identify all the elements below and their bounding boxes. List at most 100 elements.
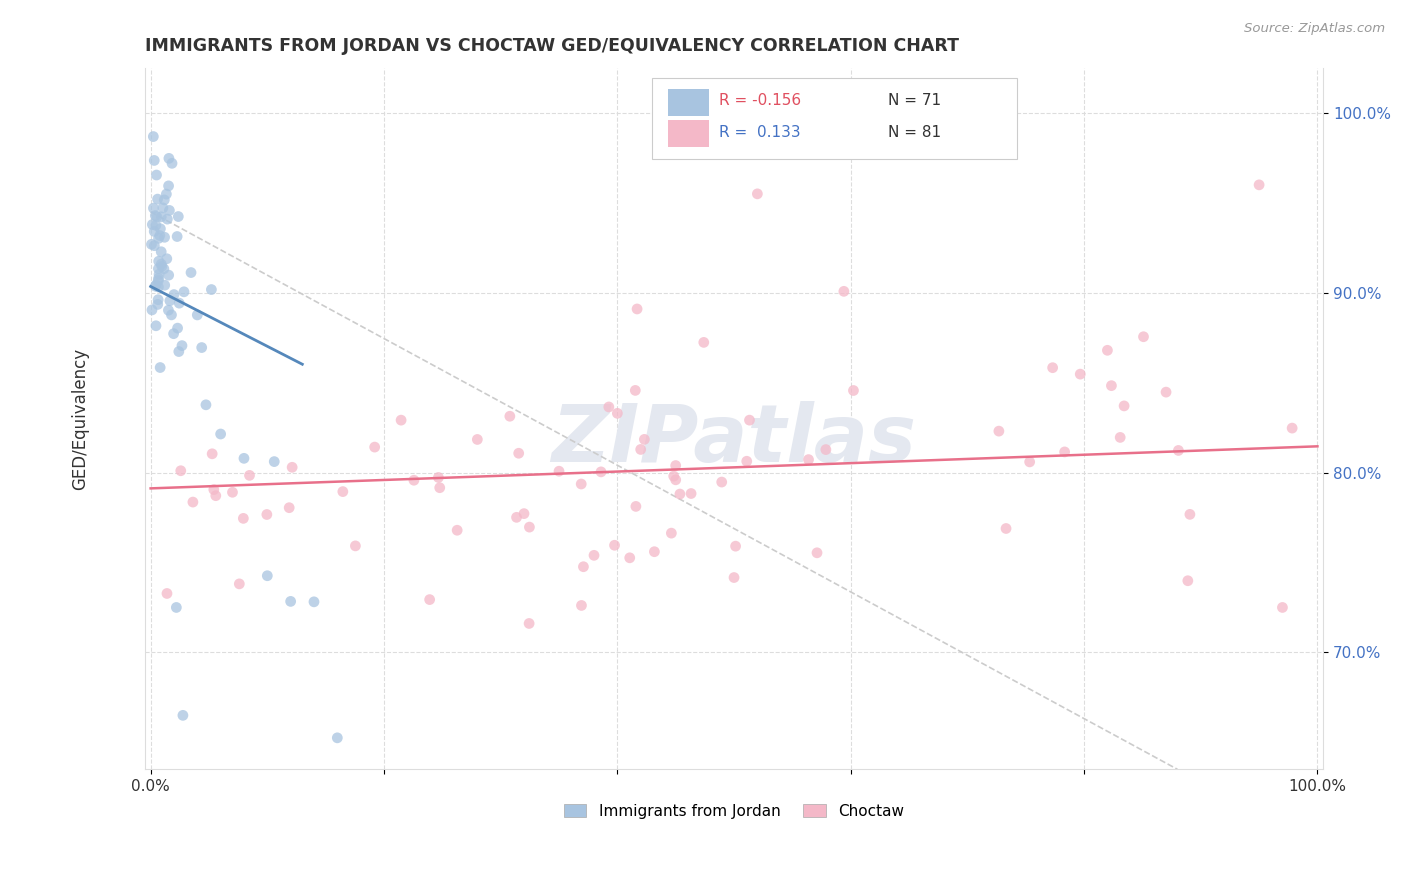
Point — [153, 193, 176, 207]
Point — [505, 510, 527, 524]
Point — [162, 326, 184, 341]
Point — [256, 568, 278, 582]
Point — [148, 271, 170, 285]
Point — [163, 287, 186, 301]
Point — [180, 266, 202, 280]
Point — [202, 483, 225, 497]
Point — [499, 409, 522, 424]
Point — [1281, 421, 1303, 435]
Point — [344, 539, 367, 553]
Text: N = 81: N = 81 — [889, 125, 942, 140]
Point — [238, 468, 260, 483]
Text: ZIPatlas: ZIPatlas — [551, 401, 917, 479]
Point — [150, 257, 173, 271]
Point — [1069, 367, 1091, 381]
Point — [221, 485, 243, 500]
Point — [149, 228, 172, 243]
Point — [569, 477, 592, 491]
Point — [172, 708, 194, 723]
Point — [446, 523, 468, 537]
Point — [150, 210, 173, 224]
Point — [232, 511, 254, 525]
Point — [513, 507, 536, 521]
Point — [326, 731, 349, 745]
Point — [389, 413, 412, 427]
Point — [814, 442, 837, 457]
Point — [508, 446, 530, 460]
Point — [302, 595, 325, 609]
Point — [143, 224, 166, 238]
Point — [589, 465, 612, 479]
Point — [201, 447, 224, 461]
Point — [155, 187, 177, 202]
Point — [987, 424, 1010, 438]
Point — [148, 231, 170, 245]
Point — [665, 458, 688, 473]
Point — [626, 301, 648, 316]
Point — [669, 487, 692, 501]
Point — [142, 129, 165, 144]
Point — [157, 303, 180, 318]
Point — [143, 209, 166, 223]
Point — [402, 473, 425, 487]
Point — [363, 440, 385, 454]
Point — [710, 475, 733, 489]
Point — [145, 219, 167, 233]
Point — [1053, 445, 1076, 459]
Point — [156, 252, 179, 266]
Point — [145, 277, 167, 292]
Point — [209, 427, 232, 442]
Point — [145, 318, 167, 333]
Point — [150, 260, 173, 274]
Point — [332, 484, 354, 499]
Point — [148, 261, 170, 276]
Point — [806, 546, 828, 560]
Point — [141, 218, 163, 232]
Point — [149, 360, 172, 375]
Point — [624, 500, 647, 514]
Point — [571, 599, 593, 613]
Point — [148, 274, 170, 288]
Point — [165, 600, 187, 615]
Point — [167, 344, 190, 359]
Point — [606, 406, 628, 420]
Point — [167, 296, 190, 310]
Point — [832, 285, 855, 299]
Point — [797, 452, 820, 467]
Y-axis label: GED/Equivalency: GED/Equivalency — [72, 348, 89, 490]
Point — [190, 341, 212, 355]
Point — [519, 520, 541, 534]
Text: R =  0.133: R = 0.133 — [718, 125, 800, 140]
Point — [1114, 399, 1136, 413]
Point — [1167, 443, 1189, 458]
Point — [148, 268, 170, 282]
Text: IMMIGRANTS FROM JORDAN VS CHOCTAW GED/EQUIVALENCY CORRELATION CHART: IMMIGRANTS FROM JORDAN VS CHOCTAW GED/EQ… — [145, 37, 959, 55]
Point — [603, 538, 626, 552]
Point — [735, 454, 758, 468]
Point — [157, 203, 180, 218]
Point — [170, 464, 193, 478]
Point — [142, 201, 165, 215]
Point — [665, 473, 688, 487]
Point — [167, 210, 190, 224]
Point — [693, 335, 716, 350]
Point — [1097, 343, 1119, 358]
Point — [1132, 330, 1154, 344]
Point — [186, 308, 208, 322]
FancyBboxPatch shape — [651, 78, 1017, 159]
Point — [157, 152, 180, 166]
Point — [159, 293, 181, 308]
Point — [146, 297, 169, 311]
Point — [256, 508, 278, 522]
Point — [681, 486, 703, 500]
Point — [194, 398, 217, 412]
Point — [1109, 430, 1132, 444]
Point — [146, 210, 169, 224]
Point — [173, 285, 195, 299]
Point — [228, 577, 250, 591]
Point — [156, 212, 179, 227]
Point — [633, 433, 655, 447]
Point — [166, 229, 188, 244]
Point — [659, 526, 682, 541]
Point — [143, 238, 166, 252]
